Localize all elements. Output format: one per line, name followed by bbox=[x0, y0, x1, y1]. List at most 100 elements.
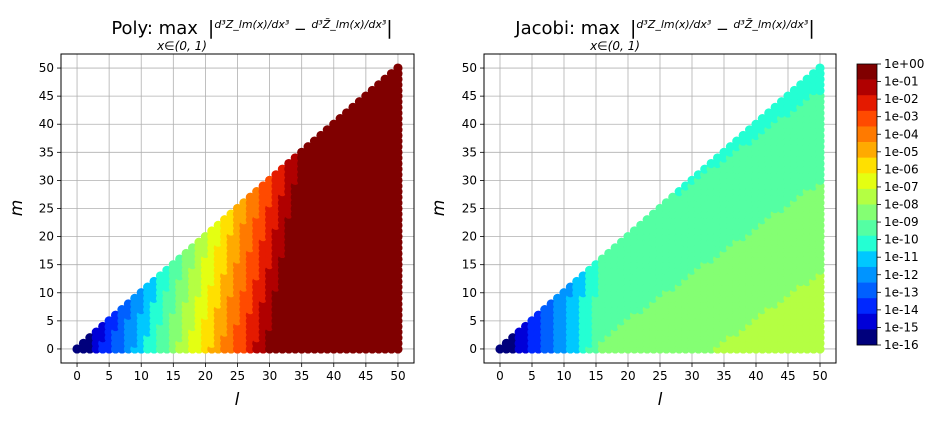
scatter-point bbox=[207, 226, 217, 236]
x-tick-label: 50 bbox=[812, 369, 827, 383]
scatter-point bbox=[789, 85, 800, 96]
y-tick-label: 15 bbox=[39, 258, 54, 272]
scatter-point bbox=[386, 69, 397, 79]
colorbar-tick-label: 1e+00 bbox=[884, 57, 924, 71]
colorbar-segment bbox=[857, 282, 877, 299]
poly-ylabel: m bbox=[7, 200, 27, 217]
scatter-point bbox=[809, 69, 819, 79]
colorbar-tick-label: 1e-16 bbox=[884, 338, 919, 352]
y-tick-label: 45 bbox=[462, 89, 477, 103]
colorbar-tick-label: 1e-04 bbox=[884, 127, 919, 141]
y-tick-label: 50 bbox=[462, 61, 477, 75]
scatter-point bbox=[110, 310, 121, 320]
scatter-point bbox=[354, 97, 365, 107]
scatter-point bbox=[770, 102, 780, 112]
scatter-point bbox=[565, 282, 576, 292]
y-tick-label: 10 bbox=[39, 286, 54, 300]
scatter-point bbox=[181, 248, 191, 259]
scatter-point bbox=[521, 321, 531, 332]
scatter-point bbox=[348, 102, 358, 112]
scatter-point bbox=[706, 158, 716, 169]
y-tick-label: 5 bbox=[469, 314, 477, 328]
colorbar-segment bbox=[857, 298, 877, 315]
scatter-point bbox=[168, 260, 178, 270]
scatter-point bbox=[374, 80, 384, 90]
scatter-point bbox=[764, 108, 774, 118]
scatter-point bbox=[501, 338, 511, 348]
x-tick-label: 30 bbox=[684, 369, 699, 383]
jacobi-title: Jacobi: max |d³Z_lm(x)/dx³ − d³Z̃_lm(x)/… bbox=[514, 17, 814, 39]
x-tick-label: 10 bbox=[556, 369, 571, 383]
jacobi-title-sub: x∈(0, 1) bbox=[589, 39, 640, 53]
scatter-point bbox=[725, 142, 736, 152]
x-tick-label: 5 bbox=[105, 369, 113, 383]
scatter-point bbox=[757, 114, 768, 124]
scatter-point bbox=[284, 158, 294, 169]
jacobi-title-expr-b: d³Z̃_lm(x)/dx³ bbox=[733, 18, 808, 31]
scatter-point bbox=[559, 288, 569, 298]
colorbar-tick-label: 1e-10 bbox=[884, 233, 919, 247]
colorbar-tick-label: 1e-05 bbox=[884, 145, 919, 159]
y-tick-label: 0 bbox=[469, 342, 477, 356]
jacobi-ylabel: m bbox=[429, 200, 449, 217]
y-tick-label: 25 bbox=[462, 202, 477, 216]
colorbar-segment bbox=[857, 157, 877, 174]
jacobi-ticks: 0 5 10 15 20 25 30 35 40 45 50 0 5 10 15 20 25 30 35 40 45 50 bbox=[462, 61, 828, 383]
y-tick-label: 10 bbox=[462, 286, 477, 300]
scatter-point bbox=[290, 153, 300, 163]
poly-title: Poly: max |d³Z_lm(x)/dx³ − d³Z̃_lm(x)/dx… bbox=[111, 17, 392, 39]
colorbar-segment bbox=[857, 142, 877, 158]
jacobi-title-expr-a: d³Z_lm(x)/dx³ bbox=[636, 18, 711, 31]
scatter-point bbox=[674, 187, 684, 197]
colorbar-segment bbox=[857, 64, 877, 80]
scatter-point bbox=[553, 293, 563, 303]
y-tick-label: 40 bbox=[462, 117, 477, 131]
poly-xlabel: l bbox=[235, 390, 240, 410]
scatter-point bbox=[104, 316, 114, 326]
scatter-point bbox=[117, 305, 127, 315]
colorbar-segment bbox=[857, 126, 877, 143]
scatter-point bbox=[264, 175, 275, 186]
colorbar-segment bbox=[857, 251, 877, 268]
scatter-point bbox=[213, 220, 223, 230]
colorbar-segment bbox=[857, 220, 877, 237]
x-tick-label: 45 bbox=[780, 369, 795, 383]
scatter-point bbox=[149, 276, 159, 287]
scatter-point bbox=[783, 91, 793, 101]
scatter-point bbox=[745, 125, 755, 135]
scatter-point bbox=[636, 220, 646, 230]
scatter-point bbox=[777, 97, 787, 107]
scatter-point bbox=[226, 209, 236, 219]
jacobi-xlabel: l bbox=[658, 390, 663, 410]
scatter-point bbox=[316, 130, 326, 141]
scatter-point bbox=[175, 254, 185, 264]
x-tick-label: 35 bbox=[716, 369, 731, 383]
scatter-point bbox=[130, 293, 140, 303]
scatter-point bbox=[335, 114, 345, 124]
scatter-point bbox=[681, 181, 691, 191]
scatter-point bbox=[655, 203, 665, 214]
scatter-point bbox=[604, 248, 614, 259]
scatter-point bbox=[629, 226, 640, 236]
scatter-point bbox=[200, 231, 211, 242]
scatter-point bbox=[85, 333, 95, 343]
x-tick-label: 20 bbox=[198, 369, 213, 383]
colorbar-segment bbox=[857, 313, 877, 330]
scatter-point bbox=[303, 142, 313, 152]
x-tick-label: 40 bbox=[748, 369, 763, 383]
colorbar-tick-label: 1e-13 bbox=[884, 285, 919, 299]
scatter-point bbox=[367, 85, 377, 96]
x-tick-label: 15 bbox=[588, 369, 603, 383]
x-tick-label: 0 bbox=[496, 369, 504, 383]
scatter-point bbox=[610, 243, 620, 253]
jacobi-panel: Jacobi: max |d³Z_lm(x)/dx³ − d³Z̃_lm(x)/… bbox=[429, 17, 837, 410]
colorbar-tick-label: 1e-02 bbox=[884, 92, 919, 106]
scatter-point bbox=[585, 265, 595, 275]
colorbar-segment bbox=[857, 329, 877, 346]
scatter-point bbox=[123, 299, 133, 309]
scatter-point bbox=[277, 164, 288, 174]
scatter-point bbox=[514, 327, 524, 337]
scatter-point bbox=[245, 192, 255, 202]
colorbar-segment bbox=[857, 266, 877, 283]
